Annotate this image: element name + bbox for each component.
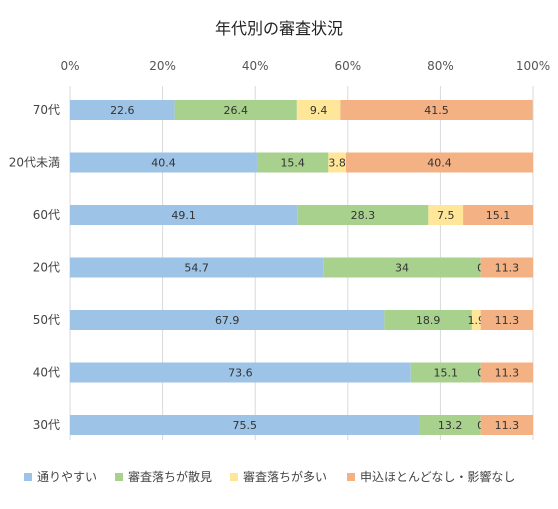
bar-segment — [419, 415, 481, 435]
category-label: 70代 — [33, 103, 60, 117]
data-label: 11.3 — [495, 367, 520, 380]
data-label: 15.4 — [280, 157, 305, 170]
legend-swatch — [115, 473, 123, 481]
legend-label: 通りやすい — [37, 470, 97, 484]
bar-segment — [323, 257, 481, 278]
data-label: 11.3 — [495, 262, 520, 275]
x-tick-label: 40% — [242, 59, 269, 73]
bar-segment — [410, 362, 481, 383]
data-label: 40.4 — [427, 157, 452, 170]
bar-segment — [70, 362, 411, 383]
bar-segment — [340, 100, 533, 120]
bar-segment — [297, 205, 429, 225]
legend-label: 審査落ちが散見 — [128, 469, 212, 484]
data-label: 26.4 — [224, 104, 249, 117]
category-label: 20代未満 — [9, 156, 60, 170]
data-label: 1.9 — [468, 314, 486, 327]
bar-segment — [174, 100, 297, 120]
data-label: 13.2 — [438, 419, 463, 432]
data-label: 3.8 — [328, 157, 346, 170]
legend-swatch — [24, 473, 32, 481]
x-tick-label: 0% — [60, 59, 79, 73]
bar-segment — [70, 205, 298, 225]
data-label: 11.3 — [495, 419, 520, 432]
legend-swatch — [230, 473, 238, 481]
data-label: 40.4 — [151, 157, 176, 170]
bars-group: 22.6 26.4 9.4 41.5 40.4 15.4 3.8 40.4 49.1 28.3 7.… — [70, 100, 533, 435]
category-label: 20代 — [33, 261, 60, 275]
legend-label: 審査落ちが多い — [243, 469, 327, 484]
bar-segment — [471, 310, 481, 330]
data-label: 73.6 — [228, 367, 253, 380]
bar-segment — [480, 310, 533, 330]
bar-segment — [480, 415, 533, 435]
legend: 通りやすい 審査落ちが散見 審査落ちが多い 申込ほとんどなし・影響なし — [24, 469, 515, 484]
x-tick-label: 60% — [334, 59, 361, 73]
bar-segment — [480, 362, 533, 383]
category-label: 40代 — [33, 366, 60, 380]
data-label: 28.3 — [351, 209, 376, 222]
bar-segment — [328, 152, 346, 173]
bar-segment — [384, 310, 472, 330]
data-label: 11.3 — [495, 314, 520, 327]
x-tick-label: 100% — [516, 59, 550, 73]
category-label: 50代 — [33, 313, 60, 327]
bar-segment — [296, 100, 341, 120]
bar-segment — [70, 415, 420, 435]
category-label: 60代 — [33, 208, 60, 222]
data-label: 54.7 — [184, 262, 209, 275]
data-label: 15.1 — [486, 209, 511, 222]
bar-segment — [257, 152, 329, 173]
x-axis-ticks: 0% 20% 40% 60% 80% 100% — [60, 59, 550, 73]
bar-segment — [345, 152, 533, 173]
data-label: 18.9 — [416, 314, 441, 327]
data-label: 15.1 — [433, 367, 458, 380]
bar-segment — [70, 257, 324, 278]
legend-swatch — [347, 473, 355, 481]
category-labels: 70代 20代未満 60代 20代 50代 40代 30代 — [9, 103, 60, 432]
x-tick-label: 20% — [149, 59, 176, 73]
bar-segment — [70, 100, 175, 120]
data-label: 41.5 — [424, 104, 449, 117]
x-tick-label: 80% — [427, 59, 454, 73]
data-label: 9.4 — [310, 104, 328, 117]
bar-segment — [70, 310, 385, 330]
category-label: 30代 — [33, 418, 60, 432]
legend-label: 申込ほとんどなし・影響なし — [360, 469, 515, 484]
data-label: 75.5 — [233, 419, 258, 432]
bar-segment — [463, 205, 533, 225]
data-label: 22.6 — [110, 104, 135, 117]
data-label: 67.9 — [215, 314, 240, 327]
bar-segment — [480, 257, 533, 278]
data-label: 7.5 — [437, 209, 455, 222]
bar-segment — [428, 205, 464, 225]
data-label: 34 — [395, 262, 409, 275]
chart-title: 年代別の審査状況 — [215, 19, 343, 38]
data-label: 49.1 — [171, 209, 196, 222]
bar-segment — [70, 152, 258, 173]
